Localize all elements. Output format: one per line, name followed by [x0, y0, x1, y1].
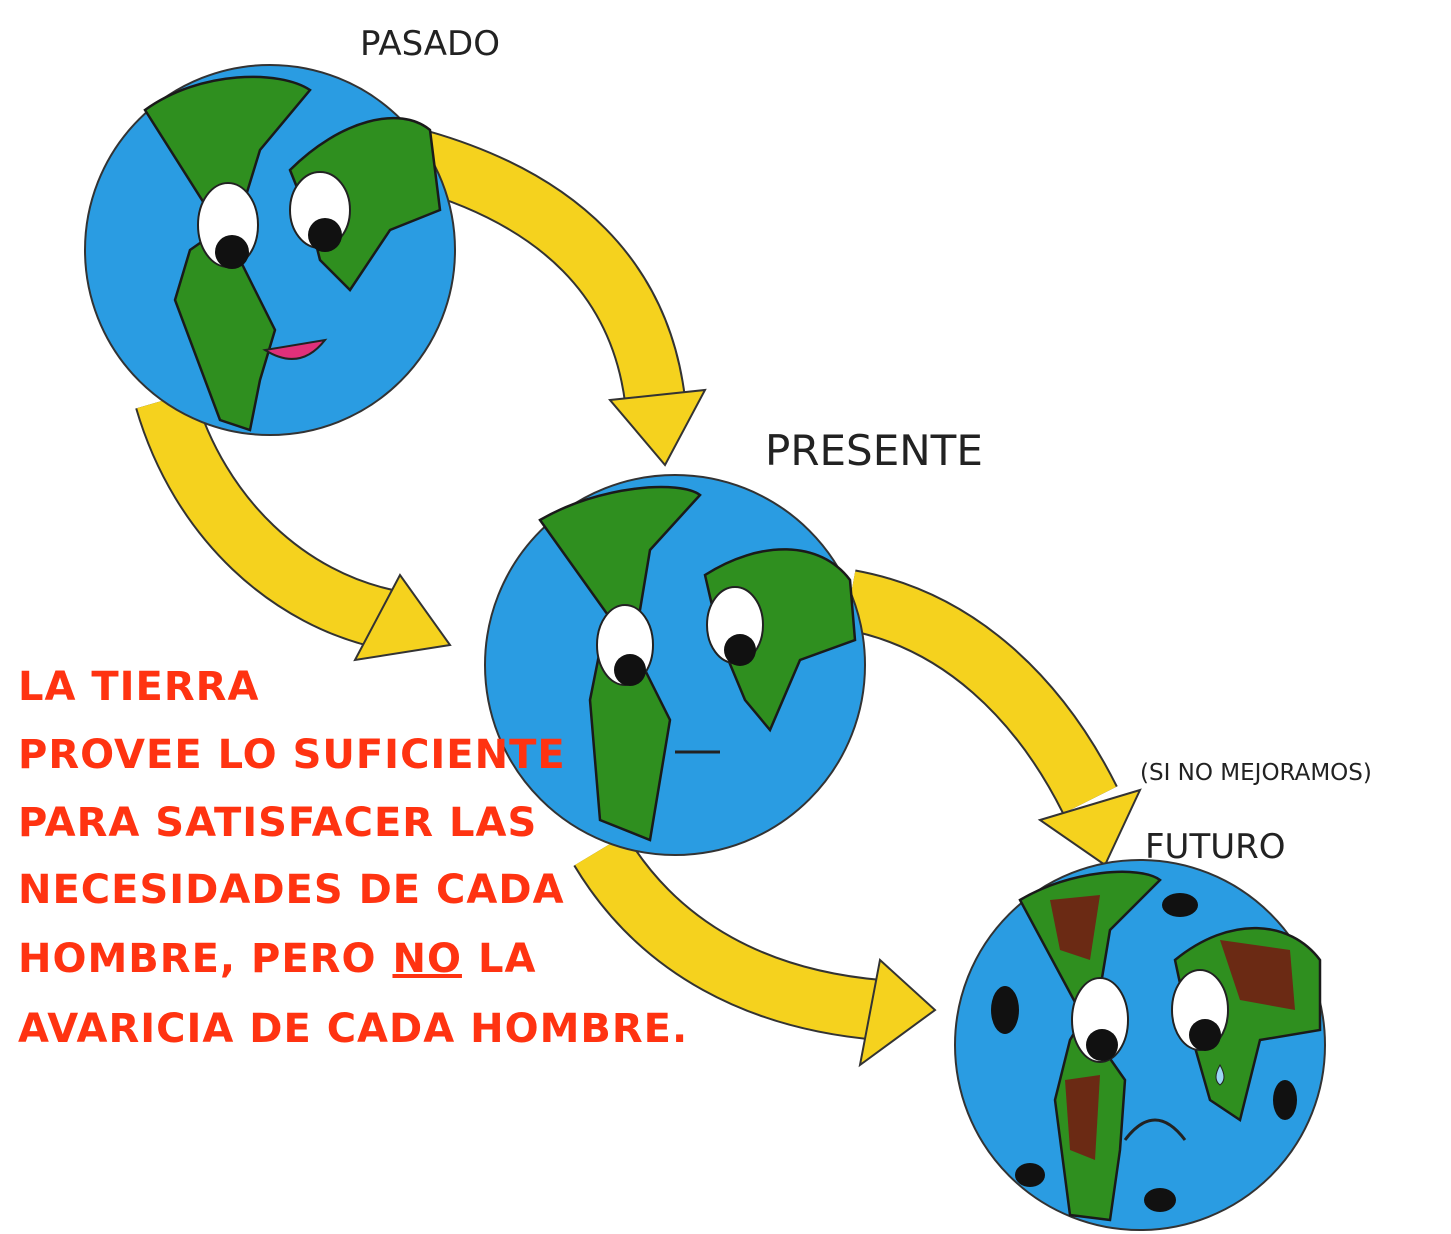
message-line: NECESIDADES DE CADA — [18, 867, 565, 913]
globe-present — [485, 475, 865, 855]
message-line: PARA SATISFACER LAS — [18, 800, 537, 846]
message-part: NO — [392, 936, 461, 982]
message-part: HOMBRE, PERO — [18, 936, 376, 982]
label-future: FUTURO — [1145, 827, 1285, 867]
message-line: AVARICIA DE CADA HOMBRE. — [18, 1006, 688, 1052]
globe-future — [955, 860, 1325, 1230]
arrow-head — [1040, 790, 1140, 865]
message-line: PROVEE LO SUFICIENTE — [18, 732, 566, 778]
message-part: LA — [478, 936, 536, 982]
globe-past — [85, 65, 455, 435]
arrow-body — [420, 160, 655, 400]
label-past: PASADO — [360, 24, 500, 64]
label-condition: (SI NO MEJORAMOS) — [1140, 760, 1372, 786]
arrow-head — [860, 960, 935, 1065]
message-line: LA TIERRA — [18, 664, 259, 710]
message-line: HOMBRE, PERO NO LA — [18, 936, 536, 982]
arrow-body — [600, 850, 880, 1010]
arrow-body — [850, 600, 1090, 800]
label-present: PRESENTE — [765, 426, 983, 475]
arrow-head — [610, 390, 705, 465]
drawing: PASADO PRESENTE (SI NO MEJORAMOS) FUTURO… — [0, 0, 1451, 1234]
